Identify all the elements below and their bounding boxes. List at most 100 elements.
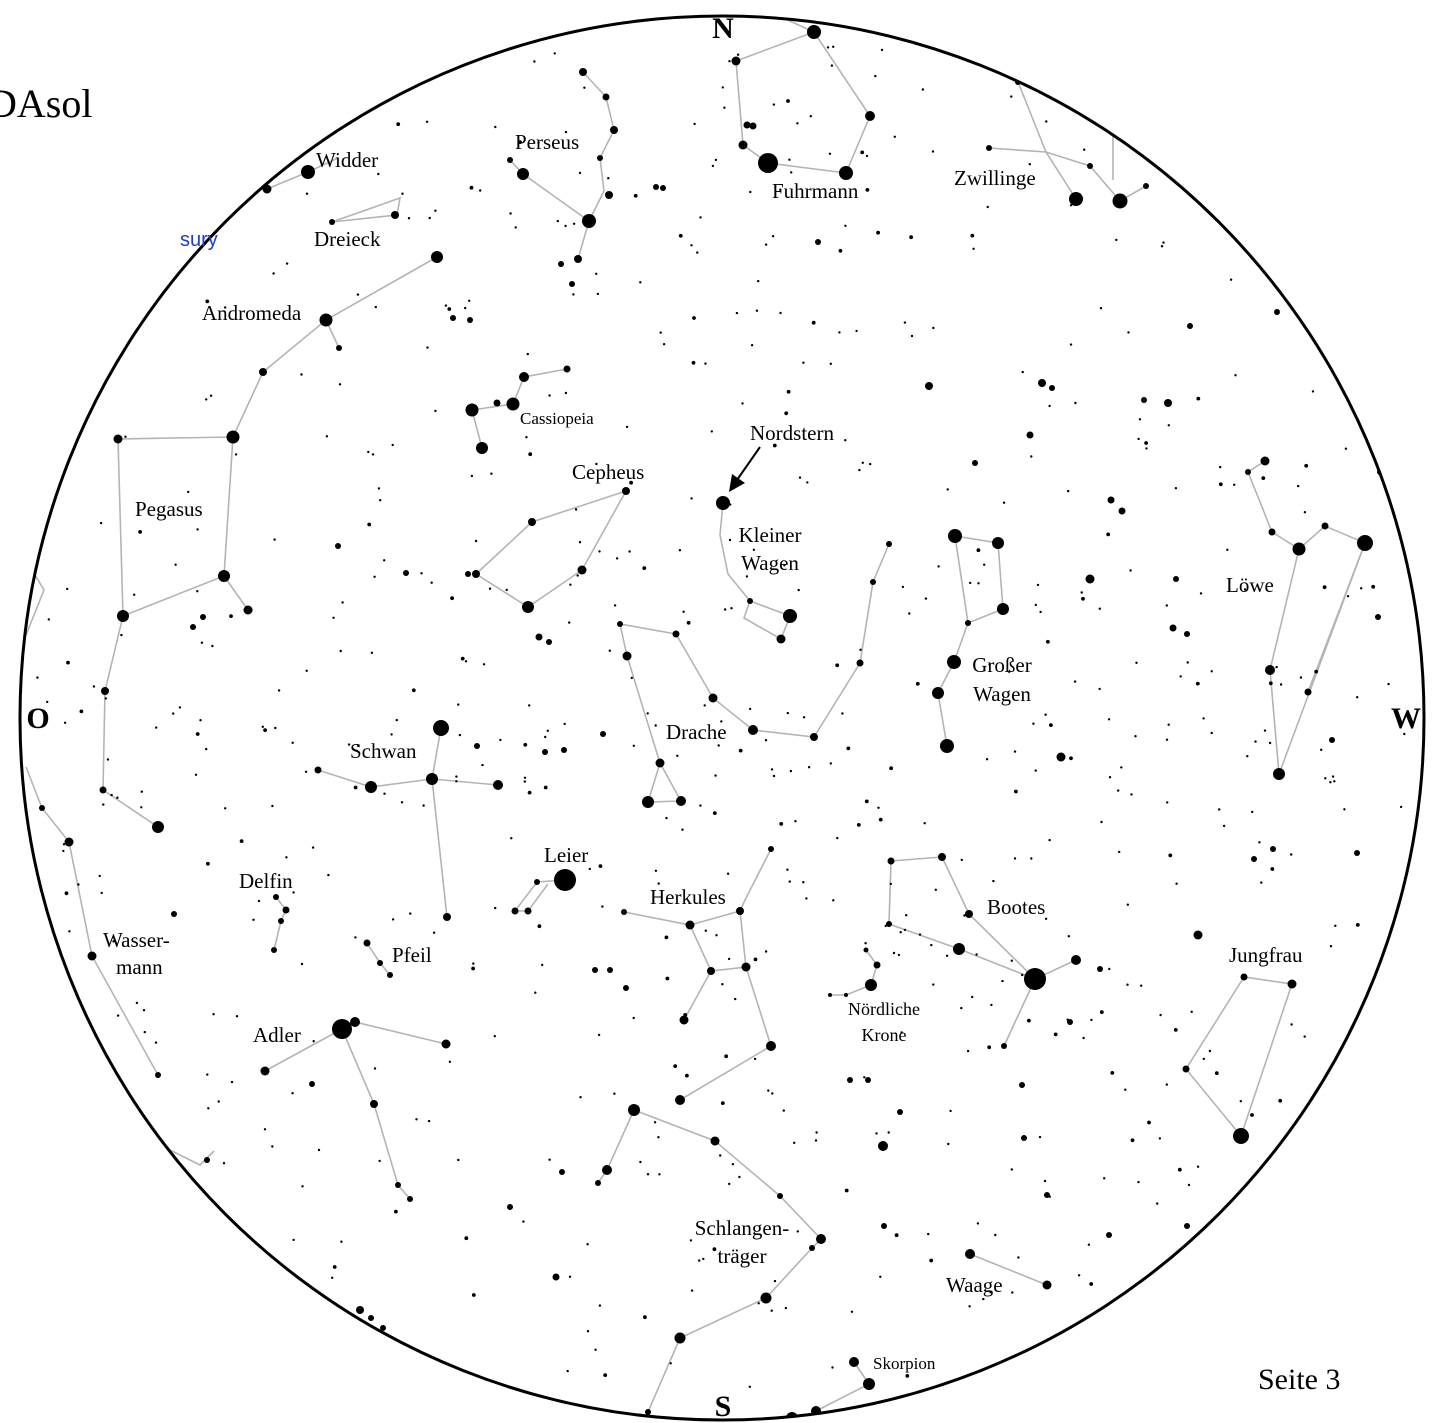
- star-cassiopeia: [506, 397, 520, 411]
- star-faint: [929, 1258, 934, 1263]
- star-faint: [676, 754, 679, 757]
- star-faint: [1108, 967, 1111, 971]
- star-faint: [340, 1240, 343, 1243]
- star-faint: [1002, 501, 1006, 504]
- star-field: [1184, 631, 1190, 637]
- star-faint: [407, 217, 411, 220]
- star-faint: [699, 804, 702, 807]
- star-bootes: [887, 857, 895, 865]
- star-faint: [1001, 979, 1004, 983]
- star-grosser-wagen: [965, 620, 971, 626]
- star-faint: [826, 46, 830, 49]
- star-field: [1097, 966, 1103, 972]
- star-faint: [986, 205, 989, 209]
- star-faint: [639, 281, 642, 284]
- star-delfin: [282, 906, 290, 914]
- star-faint: [576, 574, 579, 577]
- star-faint: [396, 122, 401, 127]
- star-field: [474, 743, 480, 749]
- star-faint: [124, 435, 127, 438]
- star-faint: [607, 177, 610, 180]
- star-faint: [796, 1230, 799, 1233]
- star-field: [1026, 431, 1034, 439]
- star-faint: [99, 521, 103, 525]
- star-faint: [983, 563, 986, 566]
- star-faint: [1010, 95, 1013, 98]
- star-faint: [772, 774, 776, 778]
- star-cepheus: [528, 518, 536, 526]
- star-faint: [1346, 595, 1350, 598]
- star-faint: [802, 881, 805, 884]
- star-faint: [205, 747, 208, 751]
- star-faint: [534, 991, 537, 994]
- star-faint: [537, 924, 542, 929]
- star-faint: [1243, 588, 1247, 591]
- star-faint: [659, 331, 662, 334]
- star-faint: [332, 1265, 337, 1269]
- star-faint: [100, 891, 103, 895]
- star-faint: [654, 869, 658, 872]
- star-faint: [924, 597, 928, 600]
- label-widder: Widder: [316, 148, 378, 172]
- star-faint: [909, 235, 913, 240]
- star-faint: [711, 164, 715, 168]
- label-kleiner-wagen-1: Kleiner: [739, 523, 802, 547]
- star-faint: [471, 966, 475, 971]
- star-faint: [595, 462, 598, 466]
- line-waage: [969, 1253, 1048, 1286]
- star-schlangentraeger: [595, 1180, 601, 1186]
- star-faint: [77, 883, 80, 886]
- star-pegasus: [152, 821, 164, 833]
- star-field: [1169, 624, 1177, 632]
- label-pegasus: Pegasus: [135, 497, 203, 521]
- star-faint: [143, 1030, 146, 1034]
- star-faint: [471, 1293, 476, 1297]
- star-faint: [1360, 587, 1363, 590]
- star-faint: [1138, 418, 1142, 421]
- star-herkules: [685, 920, 695, 930]
- star-drache: [642, 796, 654, 808]
- star-widder: [301, 165, 315, 179]
- star-grosser-wagen: [948, 529, 962, 543]
- star-faint: [719, 1154, 722, 1157]
- star-faint: [869, 462, 872, 466]
- star-field: [200, 614, 206, 620]
- star-zwillinge: [986, 145, 992, 151]
- star-faint: [395, 718, 398, 722]
- star-faint: [63, 721, 67, 724]
- star-wassermann: [155, 1072, 161, 1078]
- star-faint: [390, 733, 393, 736]
- star-faint: [1130, 793, 1133, 796]
- star-faint: [509, 212, 512, 215]
- star-faint: [1137, 1180, 1140, 1184]
- star-faint: [753, 957, 758, 962]
- star-faint: [1069, 204, 1073, 207]
- star-faint: [1010, 959, 1013, 962]
- label-schwan: Schwan: [350, 739, 417, 763]
- star-faint: [686, 620, 691, 625]
- star-field: [881, 1223, 887, 1229]
- star-faint: [730, 607, 733, 610]
- star-faint: [1156, 1202, 1159, 1205]
- star-faint: [432, 931, 436, 934]
- star-faint: [1320, 748, 1323, 751]
- star-drache: [810, 733, 818, 741]
- star-faint: [1147, 1120, 1151, 1125]
- star-faint: [603, 1373, 608, 1377]
- star-faint: [1048, 838, 1051, 842]
- star-faint: [1229, 278, 1233, 281]
- star-faint: [178, 706, 182, 709]
- star-faint: [327, 873, 330, 877]
- star-faint: [444, 304, 448, 307]
- star-faint: [844, 1188, 849, 1193]
- line-schwan: [431, 727, 448, 918]
- star-faint: [601, 905, 604, 908]
- star-field: [1270, 846, 1276, 852]
- star-faint: [1100, 820, 1103, 824]
- star-faint: [1233, 483, 1236, 486]
- star-faint: [102, 803, 105, 806]
- star-faint: [784, 411, 789, 416]
- star-faint: [864, 942, 867, 945]
- star-field: [1085, 574, 1095, 584]
- label-jungfrau: Jungfrau: [1229, 943, 1303, 967]
